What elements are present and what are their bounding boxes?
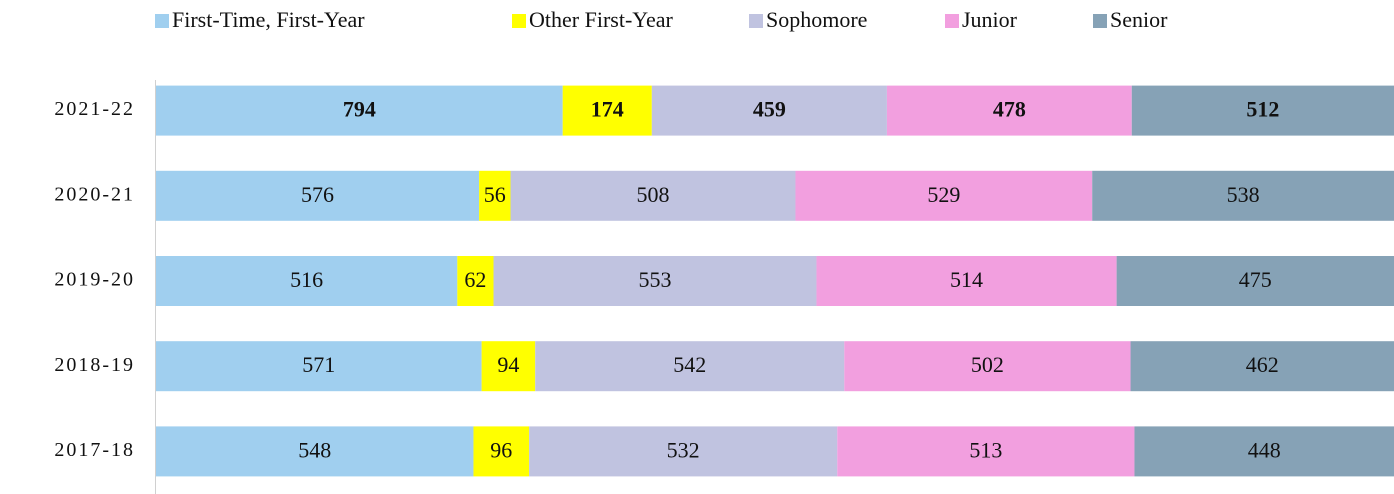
bar-segment xyxy=(473,426,530,477)
bar-segment xyxy=(156,256,458,306)
bar-segment xyxy=(510,170,796,221)
bar-segment xyxy=(1130,341,1394,392)
bar-segment xyxy=(795,170,1093,221)
bar-segment xyxy=(886,85,1132,136)
bar-segment xyxy=(156,85,563,136)
data-label: 94 xyxy=(497,352,519,377)
data-label: 529 xyxy=(927,182,960,207)
bar-segment xyxy=(156,341,482,392)
bar-segment xyxy=(837,426,1135,477)
legend-label: Senior xyxy=(1110,7,1168,32)
legend-label: Sophomore xyxy=(766,7,867,32)
legend-swatch xyxy=(945,14,959,28)
bar-segment xyxy=(481,341,536,392)
data-label: 174 xyxy=(591,97,624,122)
data-label: 512 xyxy=(1246,97,1279,122)
legend-swatch xyxy=(1093,14,1107,28)
data-label: 514 xyxy=(950,267,983,292)
data-label: 538 xyxy=(1227,182,1260,207)
data-label: 448 xyxy=(1248,437,1281,462)
data-label: 96 xyxy=(490,437,512,462)
bar-segment xyxy=(1134,426,1394,477)
data-label: 513 xyxy=(969,437,1002,462)
category-label: 2018-19 xyxy=(54,354,135,376)
legend-label: First-Time, First-Year xyxy=(172,7,365,32)
bar-segment xyxy=(529,426,838,477)
category-label: 2020-21 xyxy=(54,183,135,205)
bar-segment xyxy=(493,256,817,306)
data-label: 478 xyxy=(993,97,1026,122)
legend-swatch xyxy=(155,14,169,28)
data-label: 462 xyxy=(1246,352,1279,377)
data-label: 516 xyxy=(290,267,323,292)
bar-segment xyxy=(562,85,652,136)
data-label: 553 xyxy=(638,267,671,292)
bar-segment xyxy=(1116,256,1394,306)
data-label: 548 xyxy=(298,437,331,462)
data-label: 56 xyxy=(484,182,506,207)
data-label: 532 xyxy=(667,437,700,462)
bar-segment xyxy=(156,426,474,477)
data-label: 576 xyxy=(301,182,334,207)
category-label: 2021-22 xyxy=(54,98,135,120)
bar-segment xyxy=(479,170,511,221)
data-label: 459 xyxy=(753,97,786,122)
data-label: 502 xyxy=(971,352,1004,377)
bar-segment xyxy=(651,85,887,136)
bar-segment xyxy=(844,341,1131,392)
legend-swatch xyxy=(749,14,763,28)
bar-segment xyxy=(535,341,845,392)
bar-segment xyxy=(457,256,494,306)
data-label: 475 xyxy=(1239,267,1272,292)
data-label: 542 xyxy=(673,352,706,377)
category-label: 2019-20 xyxy=(54,269,135,291)
bar-segment xyxy=(156,170,480,221)
bar-segment xyxy=(1131,85,1394,136)
data-label: 571 xyxy=(302,352,335,377)
bar-segment xyxy=(816,256,1117,306)
category-label: 2017-18 xyxy=(54,439,135,461)
legend-swatch xyxy=(512,14,526,28)
data-label: 508 xyxy=(636,182,669,207)
legend-label: Other First-Year xyxy=(529,7,673,32)
data-label: 62 xyxy=(464,267,486,292)
bar-segment xyxy=(1092,170,1394,221)
legend-label: Junior xyxy=(962,7,1018,32)
data-label: 794 xyxy=(343,97,376,122)
